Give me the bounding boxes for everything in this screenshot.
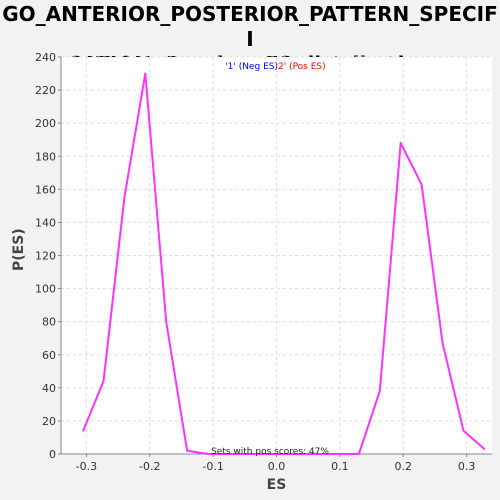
data-point xyxy=(269,453,272,455)
y-axis-label: P(ES) xyxy=(11,228,27,271)
data-point xyxy=(379,390,381,392)
data-point xyxy=(186,449,188,452)
y-tick-label: 160 xyxy=(35,183,56,196)
y-tick-label: 220 xyxy=(35,84,56,97)
data-point xyxy=(311,453,314,455)
data-point xyxy=(207,453,209,455)
data-point xyxy=(420,183,423,186)
y-tick-label: 20 xyxy=(42,415,56,428)
legend: '1' (Neg ES) 2' (Pos ES) xyxy=(225,62,325,72)
y-tick-label: 80 xyxy=(42,316,56,329)
data-point xyxy=(228,453,230,455)
y-tick-label: 240 xyxy=(35,51,56,64)
x-tick-label: 0.1 xyxy=(331,460,349,473)
x-tick-label: -0.3 xyxy=(76,460,97,473)
x-tick-label: -0.2 xyxy=(139,460,160,473)
x-tick-label: 0.0 xyxy=(268,460,286,473)
grid-lines xyxy=(61,56,492,455)
y-tick-label: 180 xyxy=(35,150,56,163)
data-point xyxy=(441,342,444,344)
legend-entry-neg: '1' (Neg ES) xyxy=(225,62,278,72)
y-tick-label: 120 xyxy=(35,250,56,263)
data-point xyxy=(290,453,293,455)
data-point xyxy=(399,142,402,144)
x-tick-label: 0.2 xyxy=(395,460,413,473)
y-tick-label: 40 xyxy=(42,382,56,395)
data-point xyxy=(332,453,335,455)
x-tick-label: -0.1 xyxy=(202,460,223,473)
axes: 0 20 40 60 80 100 120 140 160 180 200 220 240 -0.3 -0.… xyxy=(35,51,492,473)
y-tick-label: 0 xyxy=(49,448,56,461)
series-line xyxy=(82,72,486,455)
data-point xyxy=(144,72,147,75)
data-point xyxy=(165,320,168,323)
series-layer xyxy=(82,72,486,455)
data-point xyxy=(462,430,465,432)
chart-title-line1: GO_ANTERIOR_POSTERIOR_PATTERN_SPECIFI xyxy=(2,2,498,51)
data-point xyxy=(123,196,126,199)
y-tick-label: 100 xyxy=(35,283,56,296)
legend-entry-pos: 2' (Pos ES) xyxy=(278,62,326,72)
x-axis-label: ES xyxy=(266,477,287,493)
y-tick-label: 60 xyxy=(42,349,56,362)
data-point xyxy=(358,453,360,455)
data-point xyxy=(249,453,251,455)
data-point xyxy=(102,380,105,383)
y-tick-label: 140 xyxy=(35,216,56,229)
y-tick-label: 200 xyxy=(35,117,56,130)
annotation-pos-scores: Sets with pos scores: 47% xyxy=(211,447,329,457)
data-point xyxy=(483,448,486,450)
x-tick-label: 0.3 xyxy=(458,460,476,473)
data-point xyxy=(82,430,84,432)
